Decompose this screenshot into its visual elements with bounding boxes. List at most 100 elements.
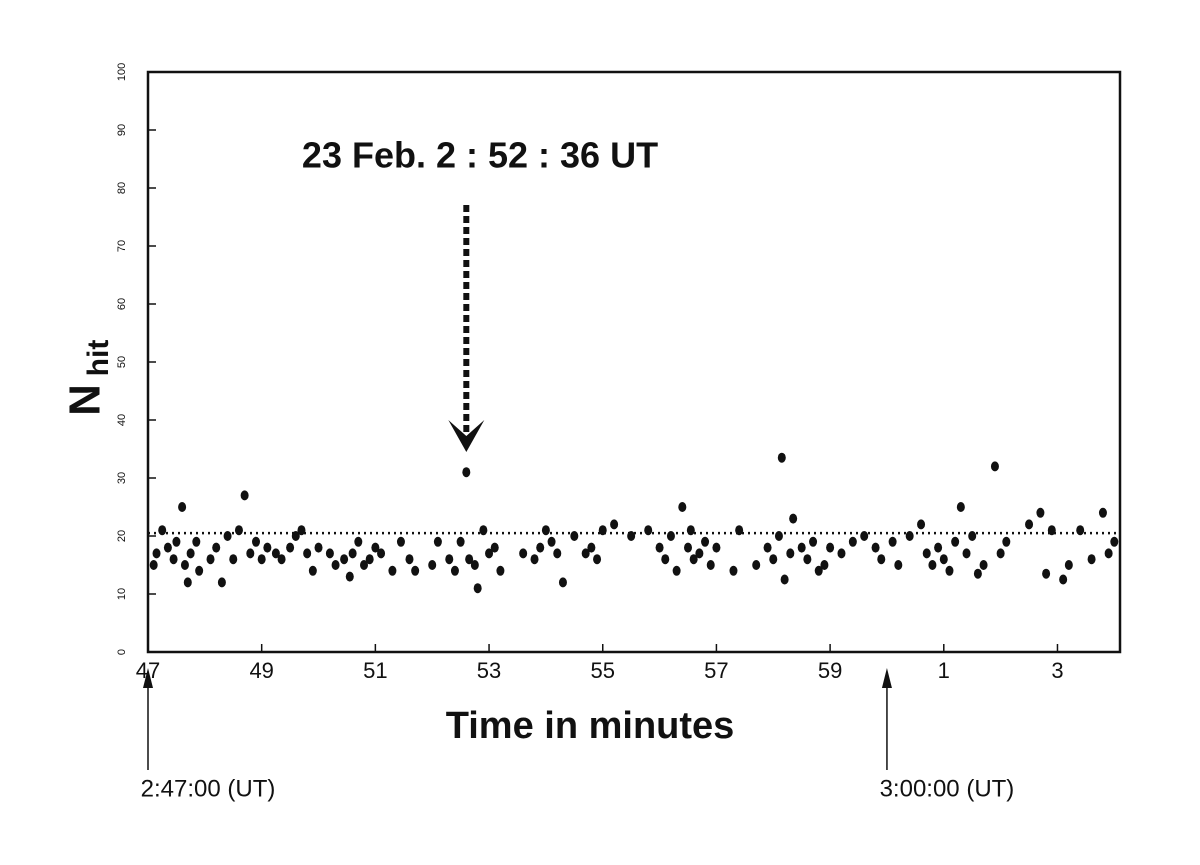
point xyxy=(178,502,187,512)
y-tick-label-group: 0 xyxy=(116,649,128,655)
point xyxy=(888,536,897,547)
point xyxy=(388,565,397,576)
y-tick-label: 20 xyxy=(116,530,128,542)
point xyxy=(257,554,266,565)
point xyxy=(769,554,778,565)
point xyxy=(553,548,562,559)
point xyxy=(860,531,869,541)
y-tick-label-group: 20 xyxy=(116,530,128,542)
point xyxy=(456,536,465,547)
time-marker-arrowhead xyxy=(143,668,153,688)
point xyxy=(951,536,960,547)
point xyxy=(180,560,189,570)
point xyxy=(871,542,880,553)
point xyxy=(530,554,539,565)
point xyxy=(814,565,823,576)
point xyxy=(365,554,374,565)
point xyxy=(956,502,965,512)
point xyxy=(263,542,272,553)
point xyxy=(627,531,636,541)
annotation: 23 Feb. 2 : 52 : 36 UT xyxy=(302,135,658,176)
point xyxy=(240,490,249,501)
x-tick-label: 53 xyxy=(477,658,501,683)
point xyxy=(186,548,195,559)
point xyxy=(1002,536,1011,547)
point xyxy=(1036,507,1045,518)
y-tick-label-group: 60 xyxy=(116,298,128,310)
point xyxy=(644,525,653,536)
point xyxy=(917,519,926,530)
point xyxy=(496,565,505,576)
point xyxy=(786,548,795,559)
point xyxy=(547,536,556,547)
point xyxy=(581,548,590,559)
point xyxy=(780,574,789,585)
y-tick-label: 40 xyxy=(116,414,128,426)
point xyxy=(837,548,846,559)
point xyxy=(172,536,181,547)
point xyxy=(1076,525,1085,536)
point xyxy=(598,525,607,536)
point xyxy=(223,531,232,541)
point xyxy=(360,560,368,570)
point xyxy=(149,560,158,570)
point xyxy=(297,525,306,536)
point xyxy=(789,513,798,524)
point xyxy=(945,565,954,576)
point xyxy=(797,542,806,553)
point xyxy=(894,560,903,570)
point xyxy=(229,554,238,565)
point xyxy=(587,542,596,553)
y-tick-label: 30 xyxy=(116,472,128,484)
point xyxy=(217,577,226,588)
point xyxy=(777,452,786,463)
point xyxy=(877,554,886,565)
point xyxy=(979,560,988,570)
point xyxy=(308,565,317,576)
point xyxy=(396,536,405,547)
point xyxy=(470,560,479,570)
point xyxy=(246,548,255,559)
point xyxy=(428,560,437,570)
point xyxy=(661,554,670,565)
point xyxy=(1064,560,1073,570)
point xyxy=(286,542,295,553)
x-tick-label: 57 xyxy=(704,658,728,683)
point xyxy=(195,565,204,576)
point xyxy=(706,560,715,570)
point xyxy=(928,560,937,570)
point xyxy=(377,548,386,559)
point xyxy=(152,548,161,559)
point xyxy=(277,554,286,565)
point xyxy=(340,554,349,565)
point xyxy=(848,536,857,547)
point xyxy=(490,542,499,553)
x-axis-label: Time in minutes xyxy=(446,705,735,747)
point xyxy=(411,565,420,576)
point xyxy=(820,560,829,570)
point xyxy=(479,525,488,536)
point xyxy=(922,548,931,559)
y-tick-label-group: 70 xyxy=(116,240,128,252)
point xyxy=(678,502,687,512)
y-tick-label: 50 xyxy=(116,356,128,368)
point xyxy=(433,536,442,547)
point xyxy=(345,571,354,582)
y-tick-label-group: 50 xyxy=(116,356,128,368)
point xyxy=(192,536,201,547)
x-tick-label: 1 xyxy=(938,658,950,683)
y-axis-label-main: N xyxy=(61,384,110,416)
point xyxy=(712,542,721,553)
point xyxy=(450,565,459,576)
y-tick-label: 60 xyxy=(116,298,128,310)
point xyxy=(291,531,300,541)
point xyxy=(735,525,744,536)
point xyxy=(405,554,414,565)
point xyxy=(331,560,340,570)
point xyxy=(774,531,783,541)
point xyxy=(686,525,695,536)
point xyxy=(445,554,454,565)
point xyxy=(271,548,280,559)
x-tick-label: 59 xyxy=(818,658,842,683)
point xyxy=(729,565,738,576)
